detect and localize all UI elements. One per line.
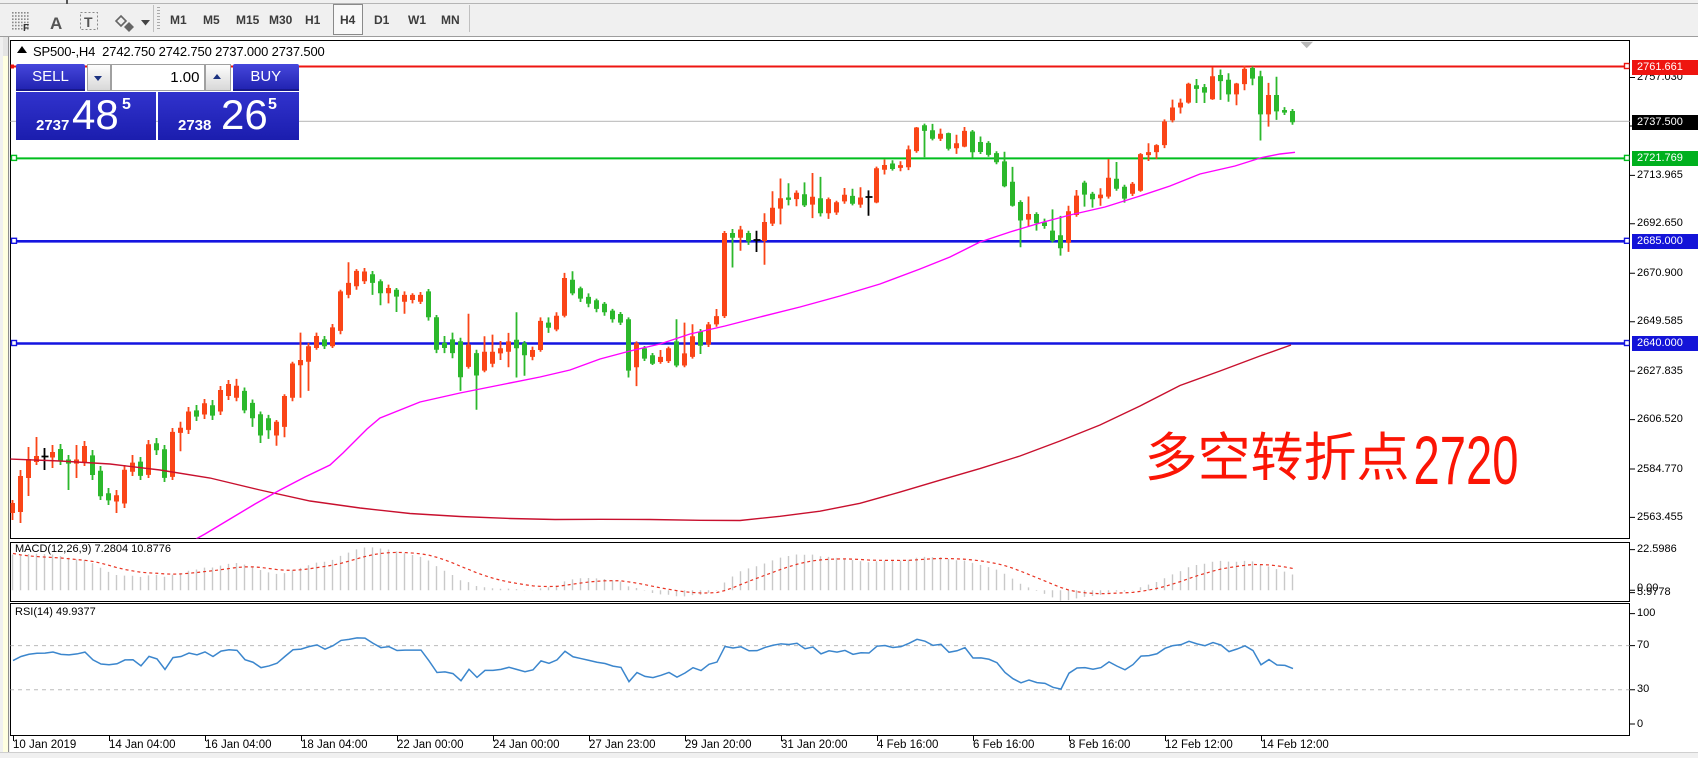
svg-text:T: T	[84, 14, 93, 30]
svg-text:A: A	[50, 14, 62, 33]
svg-text:2720: 2720	[1414, 422, 1519, 499]
svg-text:F: F	[23, 23, 29, 34]
